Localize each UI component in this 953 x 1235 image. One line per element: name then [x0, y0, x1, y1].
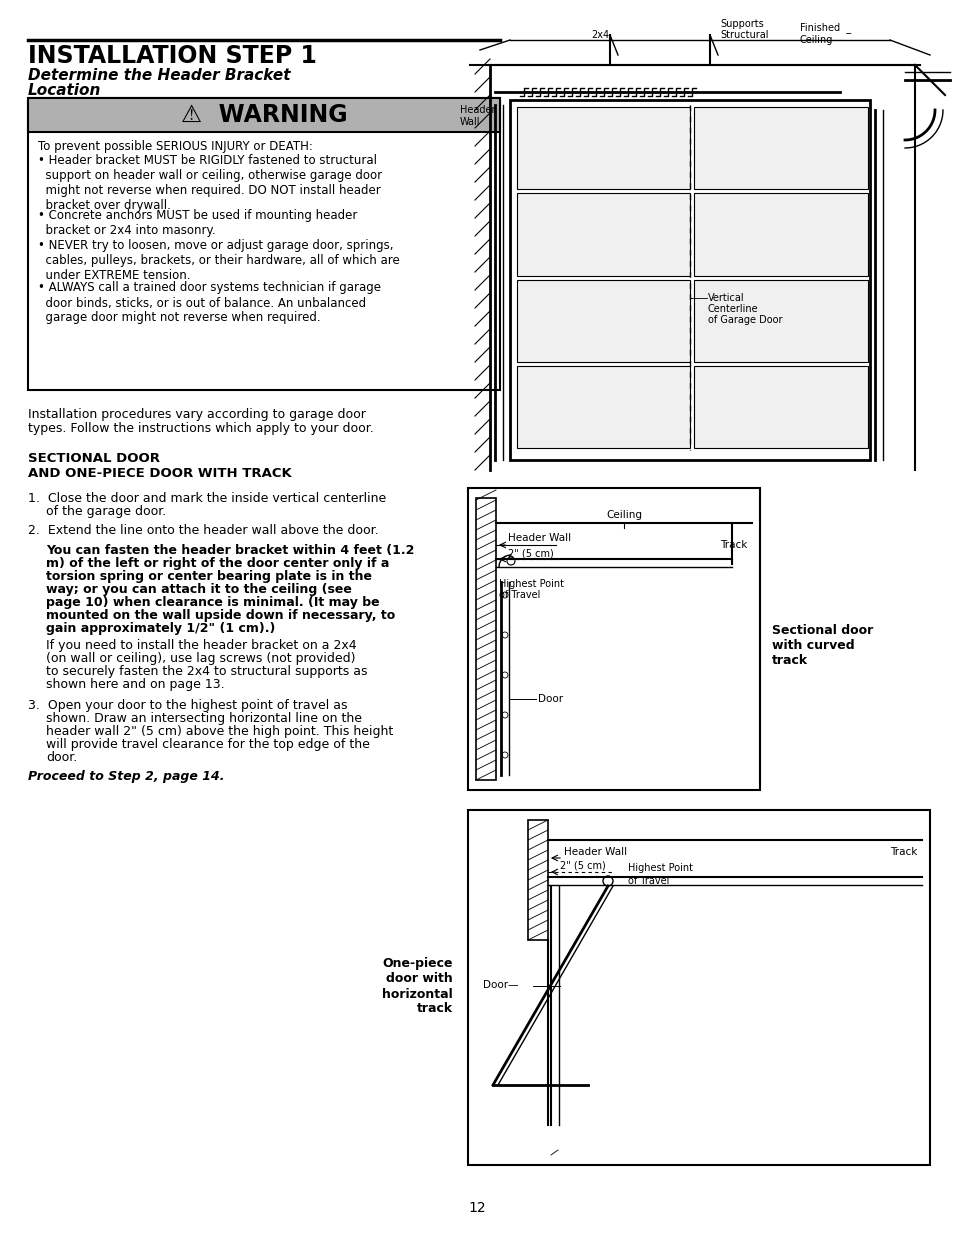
Text: INSTALLATION STEP 1: INSTALLATION STEP 1 — [28, 44, 316, 68]
Bar — [517, 107, 690, 189]
Text: Header Wall: Header Wall — [507, 534, 571, 543]
Text: Supports: Supports — [720, 19, 763, 28]
Text: 2" (5 cm): 2" (5 cm) — [559, 861, 605, 871]
Text: 2x4: 2x4 — [590, 30, 608, 40]
Bar — [28, 98, 499, 390]
Text: Door: Door — [537, 694, 562, 704]
Text: Wall: Wall — [459, 117, 480, 127]
Text: with curved: with curved — [771, 638, 854, 652]
Text: door with: door with — [386, 972, 453, 986]
Text: ⚠  WARNING: ⚠ WARNING — [180, 103, 347, 127]
Text: • Header bracket MUST be RIGIDLY fastened to structural
  support on header wall: • Header bracket MUST be RIGIDLY fastene… — [38, 154, 382, 212]
Bar — [28, 98, 499, 132]
Text: Door—: Door— — [482, 981, 518, 990]
Text: to securely fasten the 2x4 to structural supports as: to securely fasten the 2x4 to structural… — [46, 664, 367, 678]
Text: Track: Track — [719, 540, 746, 550]
Text: To prevent possible SERIOUS INJURY or DEATH:: To prevent possible SERIOUS INJURY or DE… — [38, 140, 313, 153]
Bar — [527, 820, 547, 940]
Text: One-piece: One-piece — [382, 957, 453, 971]
Text: door.: door. — [46, 751, 77, 764]
Text: shown here and on page 13.: shown here and on page 13. — [46, 678, 224, 692]
Text: Ceiling: Ceiling — [800, 35, 833, 44]
Text: mounted on the wall upside down if necessary, to: mounted on the wall upside down if neces… — [46, 609, 395, 622]
Bar — [517, 279, 690, 362]
Text: Highest Point: Highest Point — [498, 579, 563, 589]
Text: Ceiling: Ceiling — [605, 510, 641, 520]
Text: of Garage Door: of Garage Door — [707, 315, 781, 325]
Text: Location: Location — [28, 83, 101, 98]
Text: Header: Header — [459, 105, 495, 115]
Text: (on wall or ceiling), use lag screws (not provided): (on wall or ceiling), use lag screws (no… — [46, 652, 355, 664]
Text: of the garage door.: of the garage door. — [46, 505, 166, 517]
Bar — [694, 279, 867, 362]
Bar — [476, 498, 496, 781]
Text: header wall 2" (5 cm) above the high point. This height: header wall 2" (5 cm) above the high poi… — [46, 725, 393, 739]
Text: Highest Point: Highest Point — [627, 863, 692, 873]
Text: of Travel: of Travel — [498, 590, 539, 600]
Text: • NEVER try to loosen, move or adjust garage door, springs,
  cables, pulleys, b: • NEVER try to loosen, move or adjust ga… — [38, 240, 399, 282]
Text: Track: Track — [889, 847, 916, 857]
Text: Proceed to Step 2, page 14.: Proceed to Step 2, page 14. — [28, 769, 224, 783]
Text: • Concrete anchors MUST be used if mounting header
  bracket or 2x4 into masonry: • Concrete anchors MUST be used if mount… — [38, 209, 357, 237]
Bar — [694, 107, 867, 189]
Text: Vertical: Vertical — [707, 293, 744, 303]
Text: You can fasten the header bracket within 4 feet (1.2: You can fasten the header bracket within… — [46, 543, 414, 557]
Bar — [694, 366, 867, 448]
Text: SECTIONAL DOOR: SECTIONAL DOOR — [28, 452, 160, 466]
Bar — [468, 810, 929, 1165]
Text: gain approximately 1/2" (1 cm).): gain approximately 1/2" (1 cm).) — [46, 622, 275, 635]
Bar — [517, 366, 690, 448]
Text: • ALWAYS call a trained door systems technician if garage
  door binds, sticks, : • ALWAYS call a trained door systems tec… — [38, 282, 380, 325]
Text: Installation procedures vary according to garage door: Installation procedures vary according t… — [28, 408, 366, 421]
Text: types. Follow the instructions which apply to your door.: types. Follow the instructions which app… — [28, 422, 374, 435]
Text: m) of the left or right of the door center only if a: m) of the left or right of the door cent… — [46, 557, 389, 571]
Text: 12: 12 — [468, 1200, 485, 1215]
Text: track: track — [416, 1003, 453, 1015]
Text: Structural: Structural — [720, 30, 768, 40]
Text: Determine the Header Bracket: Determine the Header Bracket — [28, 68, 291, 83]
Bar — [517, 193, 690, 275]
Bar — [694, 193, 867, 275]
Text: track: track — [771, 655, 807, 667]
Text: will provide travel clearance for the top edge of the: will provide travel clearance for the to… — [46, 739, 370, 751]
Text: shown. Draw an intersecting horizontal line on the: shown. Draw an intersecting horizontal l… — [46, 713, 361, 725]
Text: Centerline: Centerline — [707, 304, 758, 314]
Text: 3.  Open your door to the highest point of travel as: 3. Open your door to the highest point o… — [28, 699, 347, 713]
Text: Header Wall: Header Wall — [563, 847, 626, 857]
Text: way; or you can attach it to the ceiling (see: way; or you can attach it to the ceiling… — [46, 583, 352, 597]
Text: of Travel: of Travel — [627, 876, 669, 885]
Bar — [468, 488, 760, 790]
Text: If you need to install the header bracket on a 2x4: If you need to install the header bracke… — [46, 638, 356, 652]
Text: 2" (5 cm): 2" (5 cm) — [507, 548, 553, 558]
Text: Finished  _: Finished _ — [800, 22, 850, 33]
Text: page 10) when clearance is minimal. (It may be: page 10) when clearance is minimal. (It … — [46, 597, 379, 609]
Text: horizontal: horizontal — [382, 988, 453, 1000]
Bar — [510, 100, 869, 459]
Text: 2.  Extend the line onto the header wall above the door.: 2. Extend the line onto the header wall … — [28, 524, 378, 537]
Text: torsion spring or center bearing plate is in the: torsion spring or center bearing plate i… — [46, 571, 372, 583]
Text: 1.  Close the door and mark the inside vertical centerline: 1. Close the door and mark the inside ve… — [28, 492, 386, 505]
Text: Sectional door: Sectional door — [771, 624, 872, 637]
Text: AND ONE-PIECE DOOR WITH TRACK: AND ONE-PIECE DOOR WITH TRACK — [28, 467, 292, 480]
